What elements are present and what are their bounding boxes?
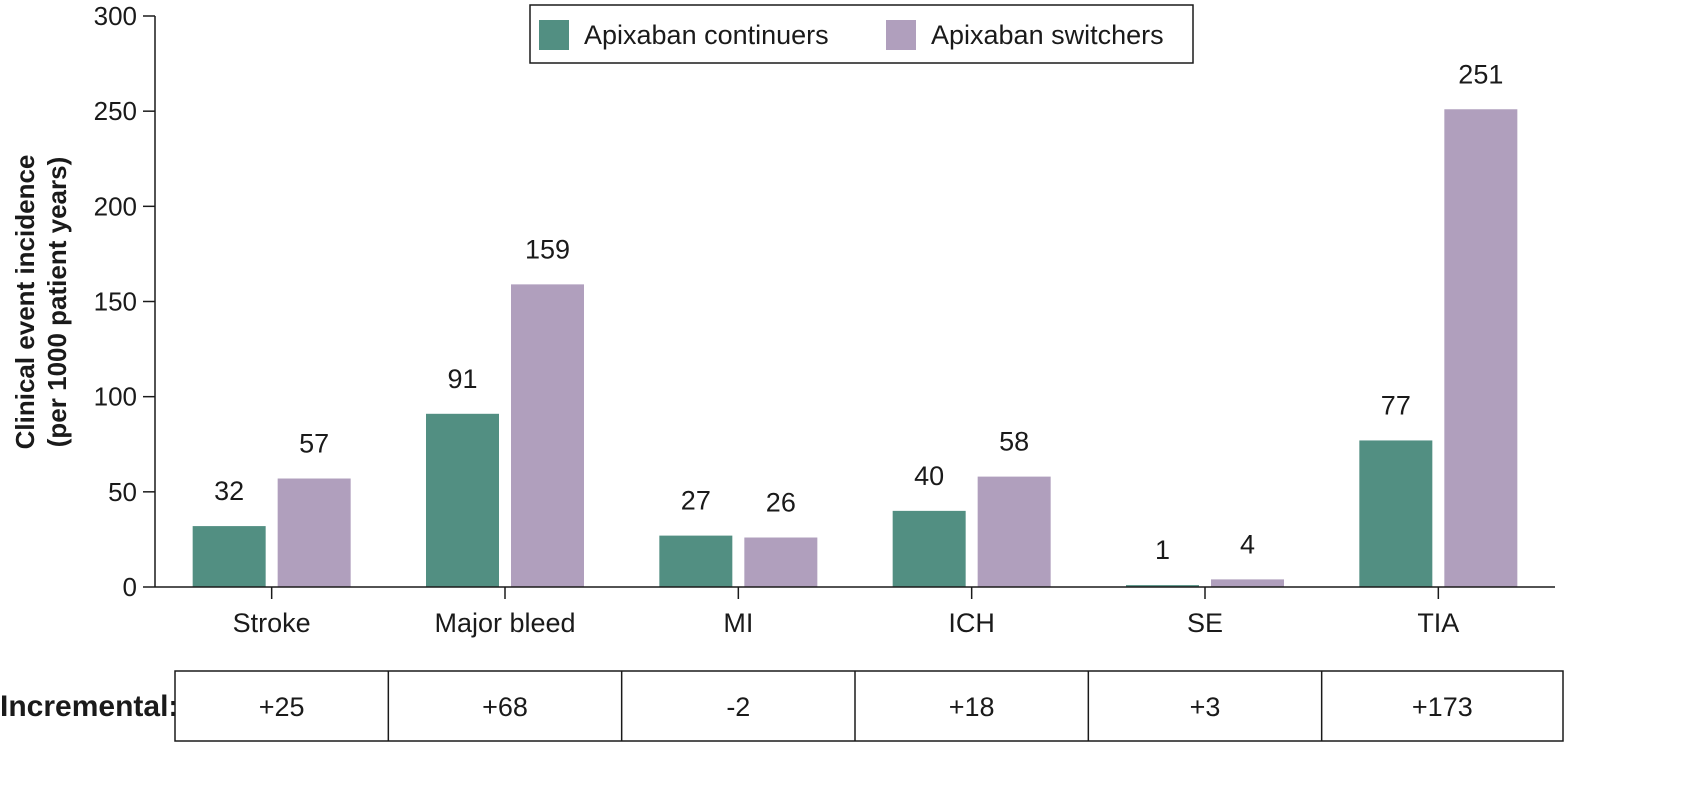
y-tick-label-4: 200: [94, 191, 137, 221]
legend-swatch-switchers: [886, 20, 916, 50]
legend-swatch-continuers: [539, 20, 569, 50]
incremental-value-5: +173: [1412, 692, 1473, 722]
y-axis: 0 50 100 150 200 250 300: [94, 1, 156, 602]
bars: [192, 109, 1518, 587]
x-tick-label-2: MI: [723, 608, 753, 638]
bar-switchers-2: [744, 537, 818, 587]
incremental-value-3: +18: [949, 692, 995, 722]
incremental-value-4: +3: [1190, 692, 1221, 722]
bar-continuers-5: [1359, 440, 1433, 587]
bar-continuers-3: [892, 510, 966, 587]
data-label-switchers-4: 4: [1240, 529, 1255, 559]
incremental-box: [174, 670, 1564, 742]
bar-continuers-4: [1126, 585, 1199, 587]
data-label-continuers-1: 91: [447, 364, 477, 394]
bar-switchers-3: [977, 476, 1051, 587]
data-label-switchers-1: 159: [525, 234, 570, 264]
x-tick-label-0: Stroke: [233, 608, 311, 638]
incremental-table: Incremental: +25 +68 -2 +18 +3 +173: [0, 670, 1564, 742]
data-label-switchers-0: 57: [299, 429, 329, 459]
x-tick-label-5: TIA: [1417, 608, 1459, 638]
data-label-switchers-3: 58: [999, 427, 1029, 457]
bar-continuers-1: [426, 413, 499, 587]
data-label-continuers-2: 27: [681, 486, 711, 516]
incremental-value-2: -2: [726, 692, 750, 722]
bar-continuers-2: [659, 535, 733, 587]
y-tick-label-0: 0: [123, 572, 137, 602]
data-label-continuers-5: 77: [1381, 390, 1411, 420]
incremental-title: Incremental:: [0, 690, 178, 723]
bar-switchers-5: [1444, 109, 1518, 587]
legend-box: [529, 4, 1194, 64]
x-tick-label-1: Major bleed: [434, 608, 575, 638]
bar-continuers-0: [192, 526, 266, 587]
x-tick-label-3: ICH: [948, 608, 995, 638]
legend: Apixaban continuers Apixaban switchers: [529, 4, 1194, 64]
data-labels: 32 57 91 159 27 26 40 58 1 4 77 251: [214, 59, 1503, 565]
bar-switchers-1: [511, 284, 584, 587]
y-tick-label-5: 250: [94, 96, 137, 126]
y-tick-label-2: 100: [94, 382, 137, 412]
bar-switchers-4: [1211, 579, 1284, 587]
y-axis-title: Clinical event incidence (per 1000 patie…: [10, 155, 72, 450]
data-label-switchers-5: 251: [1458, 59, 1503, 89]
bar-switchers-0: [277, 478, 351, 587]
data-label-continuers-3: 40: [914, 461, 944, 491]
incremental-value-1: +68: [482, 692, 528, 722]
y-tick-label-6: 300: [94, 1, 137, 31]
y-tick-label-3: 150: [94, 287, 137, 317]
legend-label-switchers: Apixaban switchers: [931, 20, 1164, 50]
y-axis-title-line-2: (per 1000 patient years): [42, 157, 72, 447]
y-axis-title-line-1: Clinical event incidence: [10, 155, 40, 450]
y-tick-label-1: 50: [108, 477, 137, 507]
data-label-switchers-2: 26: [766, 488, 796, 518]
x-axis: Stroke Major bleed MI ICH SE TIA: [155, 586, 1555, 638]
data-label-continuers-4: 1: [1155, 535, 1170, 565]
x-tick-label-4: SE: [1187, 608, 1223, 638]
legend-label-continuers: Apixaban continuers: [584, 20, 829, 50]
incremental-value-0: +25: [259, 692, 305, 722]
data-label-continuers-0: 32: [214, 476, 244, 506]
